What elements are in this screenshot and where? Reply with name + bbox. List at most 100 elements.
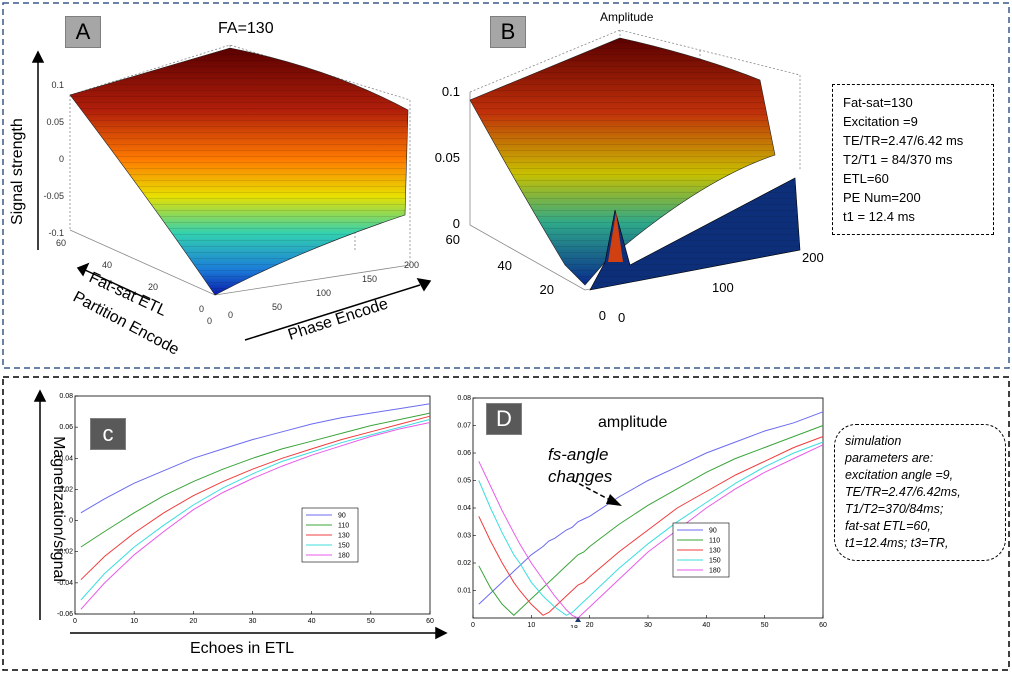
min-marker-arrow	[575, 617, 581, 622]
legend-label: 150	[709, 558, 721, 565]
d-annotation-arrow	[571, 479, 622, 506]
x-tick-label: 0	[471, 622, 475, 628]
a-ztick-0: 0.1	[51, 80, 64, 90]
series-line-110	[478, 425, 824, 616]
x-tick-label: 20	[586, 622, 594, 628]
y-tick-label: 0.06	[59, 424, 73, 431]
a-etltick-2: 20	[148, 282, 158, 292]
param-line: ETL=60	[843, 171, 889, 186]
c-axis-arrows	[33, 389, 448, 640]
panel-a-surface: 0.1 0.05 0 -0.05 -0.1 0 50 100 150 200 6…	[9, 44, 432, 359]
a-axis3-label: Phase Encode	[286, 295, 390, 343]
legend-label: 110	[709, 538, 720, 545]
x-tick-label: 30	[249, 618, 257, 625]
a-parttick-0: 0	[207, 316, 212, 326]
plot-area	[74, 395, 431, 615]
a-petick-4: 200	[404, 260, 419, 270]
legend-label: 130	[338, 533, 350, 540]
d-annotation: fs-angle changes	[548, 444, 612, 488]
panel-d-badge: D	[486, 403, 522, 435]
param-line: PE Num=200	[843, 190, 921, 205]
legend: 90 110 130 150 180	[301, 507, 359, 563]
legend-label: 180	[338, 553, 350, 560]
series-line-90	[478, 411, 824, 605]
a-petick-0: 0	[228, 310, 233, 320]
b-ztick-2: 0	[453, 216, 460, 231]
y-tick-label: 0.05	[457, 478, 471, 485]
x-tick-label: 10	[527, 622, 535, 628]
c-xlabel: Echoes in ETL	[190, 640, 295, 657]
series-line-110	[80, 412, 431, 548]
a-petick-1: 50	[272, 302, 282, 312]
panel-b-params: Fat-sat=130 Excitation =9 TE/TR=2.47/6.4…	[832, 84, 994, 235]
sim-line: T1/T2=370/84ms;	[845, 502, 944, 516]
sim-line: parameters are:	[845, 451, 934, 465]
a-ztick-2: 0	[59, 154, 64, 164]
y-tick-label: 0.04	[59, 455, 73, 462]
plot-area	[472, 397, 824, 619]
y-tick-label: 0.06	[457, 450, 471, 457]
a-etltick-3: 0	[199, 304, 204, 314]
b-petick-0: 0	[618, 310, 625, 325]
y-tick-label: -0.04	[57, 580, 73, 587]
b-etltick-3: 0	[599, 308, 606, 323]
panel-b-surface: 0.1 0.05 0 0 100 200 60 40 20 0	[435, 29, 824, 325]
y-tick-label: 0	[69, 518, 73, 525]
y-tick-label: 0.08	[59, 393, 73, 400]
y-tick-label: 0.08	[457, 395, 471, 402]
series-line-150	[478, 441, 824, 616]
b-etltick-1: 40	[498, 258, 512, 273]
b-ztick-0: 0.1	[442, 84, 460, 99]
x-tick-label: 20	[189, 618, 197, 625]
a-zlabel: Signal strength	[9, 118, 26, 225]
sim-line: simulation	[845, 434, 902, 448]
legend-label: 130	[709, 548, 721, 555]
panel-a-badge: A	[65, 16, 101, 48]
x-tick-label: 0	[73, 618, 77, 625]
sim-line: excitation angle =9,	[845, 468, 954, 482]
param-line: T2/T1 = 84/370 ms	[843, 152, 953, 167]
y-tick-label: -0.06	[57, 611, 73, 618]
param-line: Excitation =9	[843, 114, 918, 129]
a-ztick-1: 0.05	[46, 117, 64, 127]
x-tick-label: 50	[761, 622, 769, 628]
series-line-130	[80, 415, 431, 581]
x-tick-label: 60	[819, 622, 827, 628]
d-annotation-line2: changes	[548, 467, 613, 486]
x-tick-label: 60	[426, 618, 434, 625]
legend-label: 110	[338, 523, 349, 530]
param-line: TE/TR=2.47/6.42 ms	[843, 133, 964, 148]
sim-line: t1=12.4ms; t3=TR,	[845, 536, 949, 550]
legend: 90 110 130 150 180	[672, 522, 730, 578]
y-tick-label: -0.02	[57, 549, 73, 556]
panel-b-title: Amplitude	[600, 10, 654, 24]
y-tick-label: 0.01	[457, 588, 471, 595]
legend-label: 90	[709, 528, 717, 535]
sim-line: TE/TR=2.47/6.42ms,	[845, 485, 961, 499]
x-tick-label: 50	[367, 618, 375, 625]
b-ztick-1: 0.05	[435, 150, 460, 165]
a-petick-2: 100	[316, 288, 331, 298]
d-annotation-line1: fs-angle	[548, 445, 609, 464]
param-line: t1 = 12.4 ms	[843, 209, 915, 224]
min-marker-label: 18	[570, 625, 578, 628]
panel-d-sim-params: simulation parameters are: excitation an…	[834, 424, 1006, 561]
b-petick-1: 100	[712, 280, 734, 295]
b-petick-2: 200	[802, 250, 824, 265]
a-ztick-3: -0.05	[43, 191, 64, 201]
param-line: Fat-sat=130	[843, 95, 913, 110]
y-tick-label: 0.02	[457, 560, 471, 567]
a-etltick-0: 60	[56, 238, 66, 248]
panel-a-title: FA=130	[218, 20, 274, 37]
legend-label: 180	[709, 568, 721, 575]
y-tick-label: 0.02	[59, 486, 73, 493]
legend-label: 150	[338, 543, 350, 550]
chart-c: 0 10 20 30 40 50 60 -0.06 -0.04 -0.02 0 0.02 0.04 0.0…	[57, 393, 434, 625]
series-line-180	[80, 422, 431, 610]
panel-d-title: amplitude	[598, 414, 668, 431]
series-line-150	[80, 418, 431, 601]
y-tick-label: 0.03	[457, 533, 471, 540]
x-tick-label: 40	[308, 618, 316, 625]
series-line-90	[80, 403, 431, 514]
